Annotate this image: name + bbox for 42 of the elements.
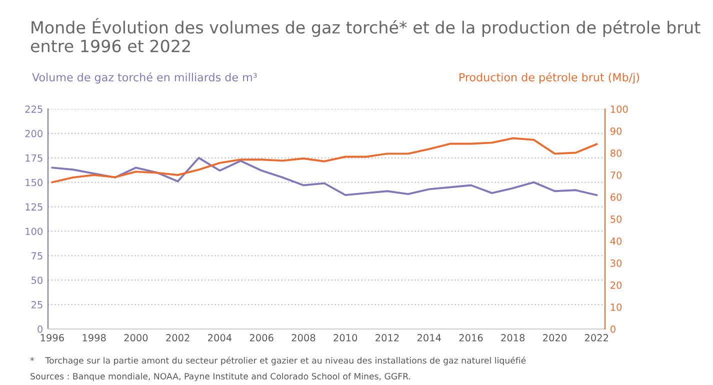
- y2-tick-label: 90: [610, 127, 622, 135]
- x-tick-label: 2018: [501, 334, 525, 342]
- y2-tick-label: 0: [610, 325, 616, 333]
- source-note: Sources : Banque mondiale, NOAA, Payne Institute and Colorado School of Mines, GGFR.: [30, 372, 410, 382]
- y-tick-label: 75: [32, 252, 42, 260]
- y2-tick-label: 30: [610, 259, 622, 267]
- y2-tick-label: 10: [610, 303, 622, 311]
- y-tick-label: 50: [32, 276, 42, 284]
- y2-tick-label: 80: [610, 149, 622, 157]
- y-tick-label: 225: [25, 105, 42, 113]
- x-tick-label: 2020: [543, 334, 566, 342]
- x-tick-label: 2014: [417, 334, 441, 342]
- y2-tick-label: 40: [610, 237, 622, 245]
- y-tick-label: 100: [26, 228, 42, 236]
- x-tick-label: 2006: [250, 334, 274, 342]
- y-tick-label: 25: [31, 301, 42, 308]
- y2-tick-label: 20: [610, 281, 622, 289]
- x-tick-label: 2000: [124, 334, 148, 342]
- x-tick-label: 2002: [166, 334, 190, 342]
- chart-title: Monde Évolution des volumes de gaz torché* et de la production de pétrole brut entre 1996 et 2022: [30, 18, 700, 52]
- x-tick-label: 2010: [334, 334, 358, 342]
- y-tick-label: 175: [26, 154, 42, 162]
- x-tick-label: 2004: [208, 334, 232, 342]
- x-tick-label: 2008: [292, 334, 316, 342]
- x-tick-label: 2022: [584, 334, 608, 342]
- y2-tick-label: 70: [610, 171, 622, 179]
- x-tick-label: 2012: [376, 334, 399, 342]
- y-tick-label: 0: [38, 325, 42, 333]
- x-tick-label: 1998: [82, 334, 106, 342]
- x-tick-label: 1996: [40, 334, 64, 342]
- y-tick-label: 200: [25, 130, 42, 138]
- y-axis-title: Volume de gaz torché en milliards de m³: [32, 72, 257, 84]
- y2-tick-label: 60: [610, 193, 622, 201]
- text: * Torchage sur la partie amont du secteur pétrolier et gazier et au niveau des installations de gaz naturel liquéfié: [30, 356, 526, 366]
- y2-tick-label: 100: [610, 105, 628, 113]
- y-tick-label: 150: [26, 178, 42, 186]
- y2-axis-title: Production de pétrole brut (Mb/j): [460, 72, 640, 84]
- y2-tick-label: 50: [610, 215, 622, 223]
- y-tick-label: 125: [26, 203, 42, 211]
- line-series: [51, 156, 598, 196]
- x-tick-label: 2016: [459, 334, 483, 342]
- line-series: [51, 137, 598, 184]
